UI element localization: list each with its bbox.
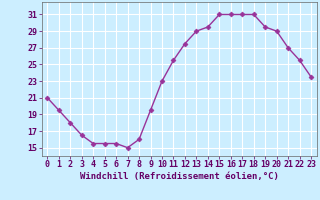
X-axis label: Windchill (Refroidissement éolien,°C): Windchill (Refroidissement éolien,°C) — [80, 172, 279, 181]
